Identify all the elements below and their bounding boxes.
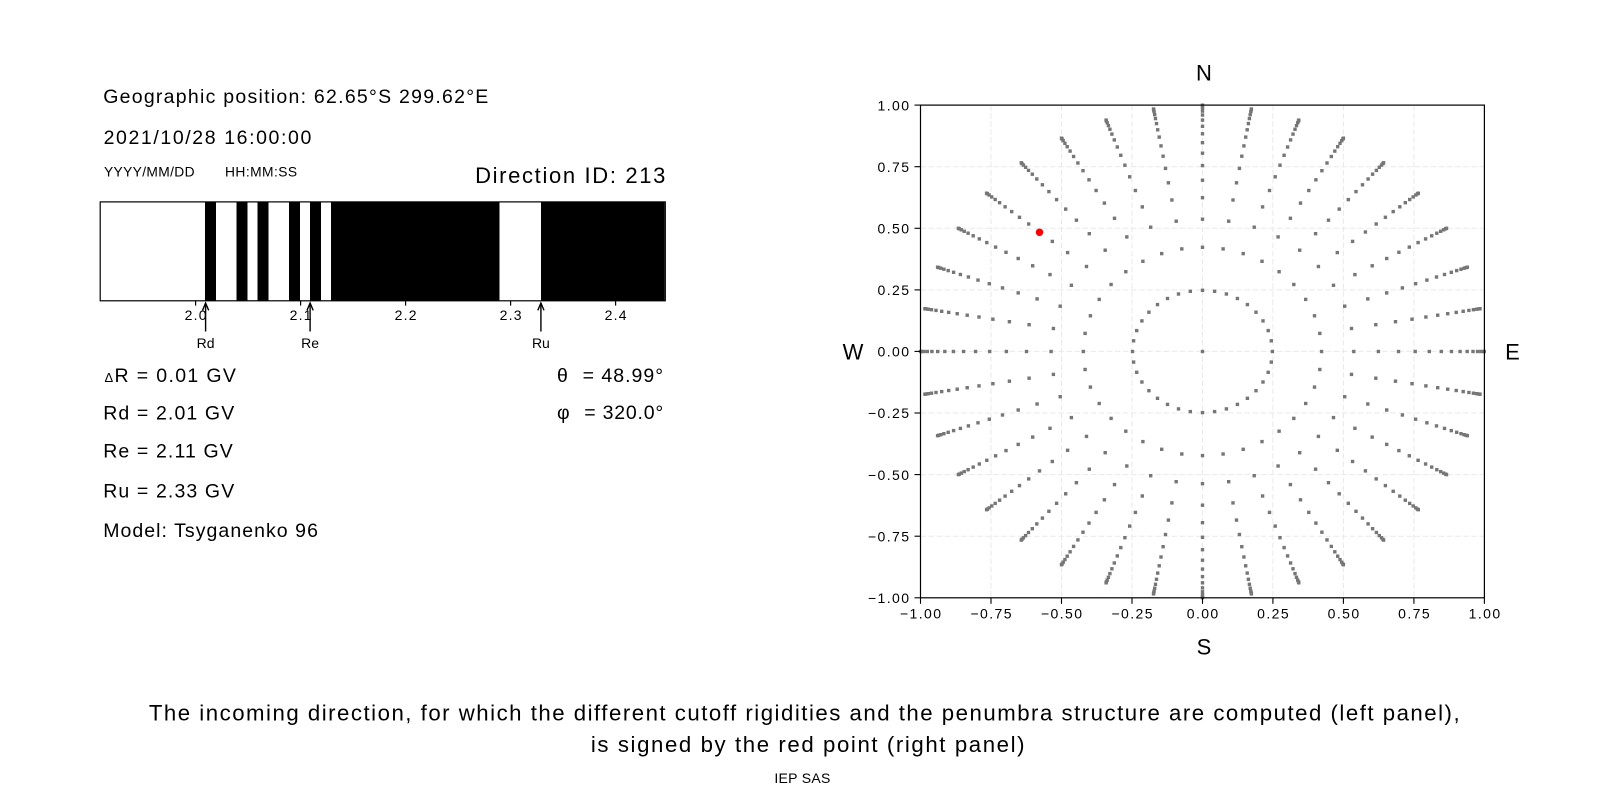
svg-text:Direction ID: 213: Direction ID: 213 <box>475 163 667 188</box>
svg-text:−0.25: −0.25 <box>1111 606 1153 622</box>
svg-text:Ru = 2.33 GV: Ru = 2.33 GV <box>103 481 235 503</box>
svg-text:φ: φ <box>557 402 570 424</box>
svg-text:−1.00: −1.00 <box>868 590 910 606</box>
svg-text:Re = 2.11 GV: Re = 2.11 GV <box>103 440 234 462</box>
svg-text:W: W <box>843 340 864 365</box>
svg-text:Geographic position: 62.65°S 2: Geographic position: 62.65°S 299.62°E <box>103 86 489 108</box>
svg-text:HH:MM:SS: HH:MM:SS <box>225 165 298 180</box>
svg-text:2.4: 2.4 <box>605 307 628 323</box>
svg-text:2.3: 2.3 <box>500 307 523 323</box>
svg-text:= 48.99°: = 48.99° <box>583 365 664 387</box>
svg-text:0.00: 0.00 <box>878 344 911 360</box>
svg-text:E: E <box>1505 340 1520 365</box>
svg-text:1.00: 1.00 <box>1469 606 1502 622</box>
svg-text:Re: Re <box>301 335 319 351</box>
svg-text:IEP SAS: IEP SAS <box>774 770 830 786</box>
svg-text:Ru: Ru <box>532 335 550 351</box>
svg-text:0.50: 0.50 <box>1328 606 1361 622</box>
svg-text:0.50: 0.50 <box>878 221 911 237</box>
svg-text:is signed by the red point (ri: is signed by the red point (right panel) <box>591 732 1026 757</box>
svg-text:2.2: 2.2 <box>395 307 418 323</box>
svg-text:Model: Tsyganenko 96: Model: Tsyganenko 96 <box>103 520 319 542</box>
svg-text:−0.75: −0.75 <box>868 528 910 544</box>
svg-text:1.00: 1.00 <box>878 97 911 113</box>
svg-text:0.75: 0.75 <box>1398 606 1431 622</box>
svg-text:0.25: 0.25 <box>1257 606 1290 622</box>
svg-text:−1.00: −1.00 <box>900 606 942 622</box>
svg-text:−0.50: −0.50 <box>1041 606 1083 622</box>
svg-text:0.75: 0.75 <box>878 159 911 175</box>
svg-text:ΔR = 0.01 GV: ΔR = 0.01 GV <box>105 365 238 387</box>
svg-text:Rd = 2.01 GV: Rd = 2.01 GV <box>103 403 235 425</box>
svg-text:N: N <box>1196 60 1212 85</box>
svg-text:0.00: 0.00 <box>1187 606 1220 622</box>
svg-text:−0.25: −0.25 <box>868 405 910 421</box>
svg-text:= 320.0°: = 320.0° <box>584 402 664 424</box>
svg-text:0.25: 0.25 <box>878 282 911 298</box>
svg-text:2021/10/28 16:00:00: 2021/10/28 16:00:00 <box>104 127 313 149</box>
svg-text:The incoming direction, for wh: The incoming direction, for which the di… <box>149 701 1461 726</box>
svg-text:−0.75: −0.75 <box>970 606 1012 622</box>
svg-text:θ: θ <box>557 365 568 387</box>
svg-text:YYYY/MM/DD: YYYY/MM/DD <box>104 165 195 180</box>
svg-text:S: S <box>1197 635 1212 660</box>
svg-text:Rd: Rd <box>197 335 215 351</box>
svg-text:2.0: 2.0 <box>185 307 208 323</box>
svg-text:−0.50: −0.50 <box>868 467 910 483</box>
svg-text:2.1: 2.1 <box>290 307 313 323</box>
